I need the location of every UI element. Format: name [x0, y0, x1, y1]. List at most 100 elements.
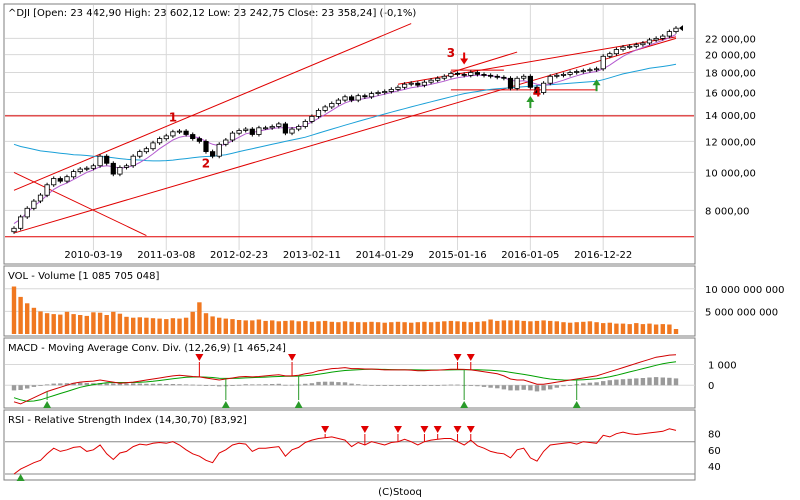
volume-bar [488, 319, 493, 334]
macd-histogram-bar [653, 377, 659, 386]
candle [183, 130, 189, 135]
volume-frame [3, 265, 696, 337]
candle [607, 53, 613, 57]
macd-histogram-bar [336, 382, 341, 386]
volume-bar [44, 313, 50, 334]
x-tick-label: 2010-03-19 [64, 250, 122, 261]
macd-panel[interactable]: MACD - Moving Average Conv. Div. (12,26,… [3, 337, 737, 409]
last-price-pointer [679, 25, 683, 32]
y-tick-label: 16 000,00 [705, 89, 756, 100]
annotation-label: 2 [202, 156, 210, 170]
candle [574, 71, 580, 73]
macd-sell-arrow [466, 354, 475, 361]
macd-histogram-bar [475, 385, 480, 387]
macd-histogram-bar [137, 383, 142, 386]
volume-panel[interactable]: VOL - Volume [1 085 705 048] 5 000 000 0… [3, 265, 785, 337]
price-title: ^DJI [Open: 23 442,90 High: 23 602,12 Lo… [8, 8, 416, 19]
macd-histogram-bar [356, 384, 361, 386]
macd-histogram-bar [217, 385, 222, 387]
candle [216, 143, 222, 157]
volume-bar [435, 321, 440, 334]
volume-bar [31, 307, 37, 334]
macd-histogram-bar [329, 381, 334, 386]
macd-histogram-bar [435, 385, 440, 386]
volume-bar [508, 320, 513, 334]
candle [262, 127, 269, 130]
volume-bar [329, 321, 334, 334]
candle [673, 27, 679, 33]
macd-histogram-bar [78, 382, 83, 386]
macd-histogram-bar [25, 385, 30, 389]
macd-sell-arrow [195, 354, 204, 361]
candle [243, 128, 249, 131]
volume-bar [104, 315, 109, 334]
candle [71, 171, 77, 178]
macd-buy-arrow [43, 401, 52, 408]
candle [97, 155, 103, 167]
macd-histogram-bar [481, 385, 487, 387]
candle [348, 96, 355, 101]
candle [355, 95, 361, 101]
volume-bar [521, 320, 526, 334]
annotation-label: 3 [447, 46, 455, 60]
volume-bar [97, 312, 103, 334]
x-tick-label: 2011-03-08 [137, 250, 195, 261]
volume-bar [117, 313, 123, 334]
macd-histogram-bar [501, 385, 507, 390]
macd-histogram-bar [58, 383, 63, 386]
candle [84, 167, 90, 170]
macd-histogram-bar [541, 385, 546, 391]
volume-bar [541, 320, 546, 334]
candle [315, 110, 322, 117]
macd-histogram-bar [157, 383, 162, 386]
trend-line [397, 36, 677, 85]
volume-bar [111, 311, 116, 334]
volume-bar [322, 320, 328, 334]
volume-bar [276, 321, 281, 334]
candle [282, 123, 289, 134]
candle [587, 69, 593, 72]
candle [249, 128, 255, 135]
candle [329, 103, 335, 108]
macd-histogram-bar [620, 379, 626, 386]
candle [541, 82, 547, 93]
volume-bar [164, 319, 169, 334]
candle [335, 99, 342, 104]
candle [448, 73, 454, 77]
rsi-panel[interactable]: RSI - Relative Strength Index (14,30,70)… [3, 409, 721, 481]
marker-arrow-up [592, 79, 601, 86]
candle [547, 75, 553, 84]
volume-bar [369, 321, 374, 334]
volume-bar [236, 320, 242, 334]
price-panel[interactable]: ^DJI [Open: 23 442,90 High: 23 602,12 Lo… [3, 3, 756, 265]
volume-bar [170, 318, 176, 334]
volume-bar [303, 320, 308, 334]
marker-arrow-down [460, 58, 469, 65]
volume-bar [51, 314, 56, 334]
candle [236, 130, 242, 134]
macd-histogram-bar [44, 384, 50, 386]
volume-bar [382, 322, 387, 334]
volume-bar [362, 322, 368, 334]
candle [600, 55, 606, 70]
macd-histogram-bar [236, 384, 242, 386]
volume-bar [336, 322, 341, 334]
candle [156, 138, 163, 144]
volume-bar [78, 315, 83, 334]
candle [613, 49, 620, 55]
candle [11, 227, 17, 233]
volume-bar [124, 316, 129, 334]
candle [117, 166, 123, 175]
candle [435, 77, 441, 81]
candle [24, 207, 30, 218]
candle [421, 81, 428, 86]
candle [31, 200, 37, 209]
ma-short-line [13, 34, 677, 225]
volume-bar [389, 322, 394, 334]
macd-buy-arrow [221, 401, 230, 408]
candle [501, 76, 507, 79]
volume-bar [475, 321, 480, 334]
candle [150, 142, 156, 150]
volume-bar [150, 318, 156, 334]
volume-bar [561, 322, 566, 334]
